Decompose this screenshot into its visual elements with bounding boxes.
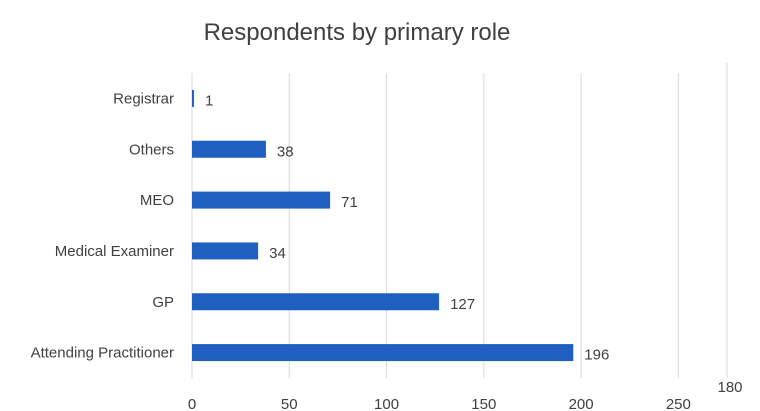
- data-label: 127: [450, 296, 475, 313]
- category-label: Registrar: [113, 90, 174, 107]
- bar: [192, 140, 266, 158]
- category-label: Others: [129, 141, 174, 158]
- x-tick-label: 50: [281, 396, 298, 411]
- bar: [192, 242, 259, 260]
- bars: [192, 89, 574, 362]
- category-labels: Registrar Others MEO Medical Examiner GP Atte…: [31, 90, 174, 361]
- data-label: 71: [341, 194, 358, 211]
- bar: [192, 293, 440, 311]
- data-label: 38: [277, 143, 294, 160]
- x-tick-label: 100: [374, 396, 399, 411]
- x-tick-label: 250: [666, 396, 691, 411]
- x-tick-label: 0: [188, 396, 196, 411]
- stray-annotation: 180: [717, 379, 742, 396]
- category-label: Medical Examiner: [55, 243, 174, 260]
- gridlines: [191, 63, 728, 378]
- x-tick-label: 150: [471, 396, 496, 411]
- category-label: Attending Practitioner: [31, 345, 174, 362]
- x-tick-labels: 0 50 100 150 200 250: [188, 396, 691, 411]
- data-label: 196: [584, 347, 609, 364]
- x-tick-label: 200: [569, 396, 594, 411]
- bar: [192, 344, 574, 362]
- category-label: MEO: [140, 192, 174, 209]
- data-label: 34: [269, 245, 286, 262]
- bar: [192, 191, 331, 209]
- data-labels: 1 38 71 34 127 196: [205, 92, 609, 363]
- data-label: 1: [205, 92, 213, 109]
- category-label: GP: [152, 294, 174, 311]
- bar: [192, 89, 194, 107]
- chart-title: Respondents by primary role: [204, 19, 511, 46]
